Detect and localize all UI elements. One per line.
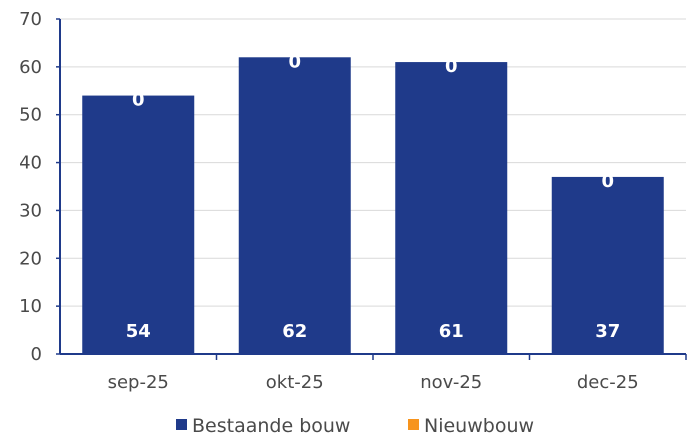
y-tick-label: 50 bbox=[19, 105, 42, 126]
legend: Bestaande bouw Nieuwbouw bbox=[176, 415, 534, 437]
bar-bestaande-bouw bbox=[82, 95, 195, 355]
x-tick-label: nov-25 bbox=[420, 372, 482, 393]
x-tick-label: okt-25 bbox=[266, 372, 324, 393]
y-tick-label: 20 bbox=[19, 248, 42, 269]
data-label-nieuwbouw: 0 bbox=[288, 51, 301, 72]
x-tick-label: dec-25 bbox=[577, 372, 639, 393]
legend-label-nieuwbouw: Nieuwbouw bbox=[424, 415, 534, 437]
data-label-bestaande-bouw: 37 bbox=[595, 321, 620, 342]
y-tick-label: 30 bbox=[19, 200, 42, 221]
y-tick-label: 60 bbox=[19, 57, 42, 78]
y-tick-label: 0 bbox=[31, 344, 42, 365]
y-tick-label: 10 bbox=[19, 296, 42, 317]
data-label-nieuwbouw: 0 bbox=[601, 171, 614, 192]
y-axis-ticks: 0 10 20 30 40 50 60 70 bbox=[19, 9, 60, 365]
data-label-bestaande-bouw: 62 bbox=[282, 321, 307, 342]
x-axis: sep-25 okt-25 nov-25 dec-25 bbox=[59, 19, 687, 393]
data-label-bestaande-bouw: 54 bbox=[126, 321, 151, 342]
bar-bestaande-bouw bbox=[551, 176, 664, 354]
y-tick-label: 40 bbox=[19, 153, 42, 174]
data-label-nieuwbouw: 0 bbox=[132, 90, 145, 111]
y-tick-label: 70 bbox=[19, 9, 42, 30]
data-label-nieuwbouw: 0 bbox=[445, 56, 458, 77]
bar-bestaande-bouw bbox=[238, 57, 351, 355]
bar-bestaande-bouw bbox=[395, 62, 508, 354]
legend-swatch-nieuwbouw bbox=[408, 419, 419, 430]
bars: 54 0 62 0 61 0 37 0 bbox=[82, 51, 664, 355]
legend-swatch-bestaande-bouw bbox=[176, 419, 187, 430]
x-tick-label: sep-25 bbox=[108, 372, 169, 393]
legend-label-bestaande-bouw: Bestaande bouw bbox=[192, 415, 350, 437]
data-label-bestaande-bouw: 61 bbox=[439, 321, 464, 342]
